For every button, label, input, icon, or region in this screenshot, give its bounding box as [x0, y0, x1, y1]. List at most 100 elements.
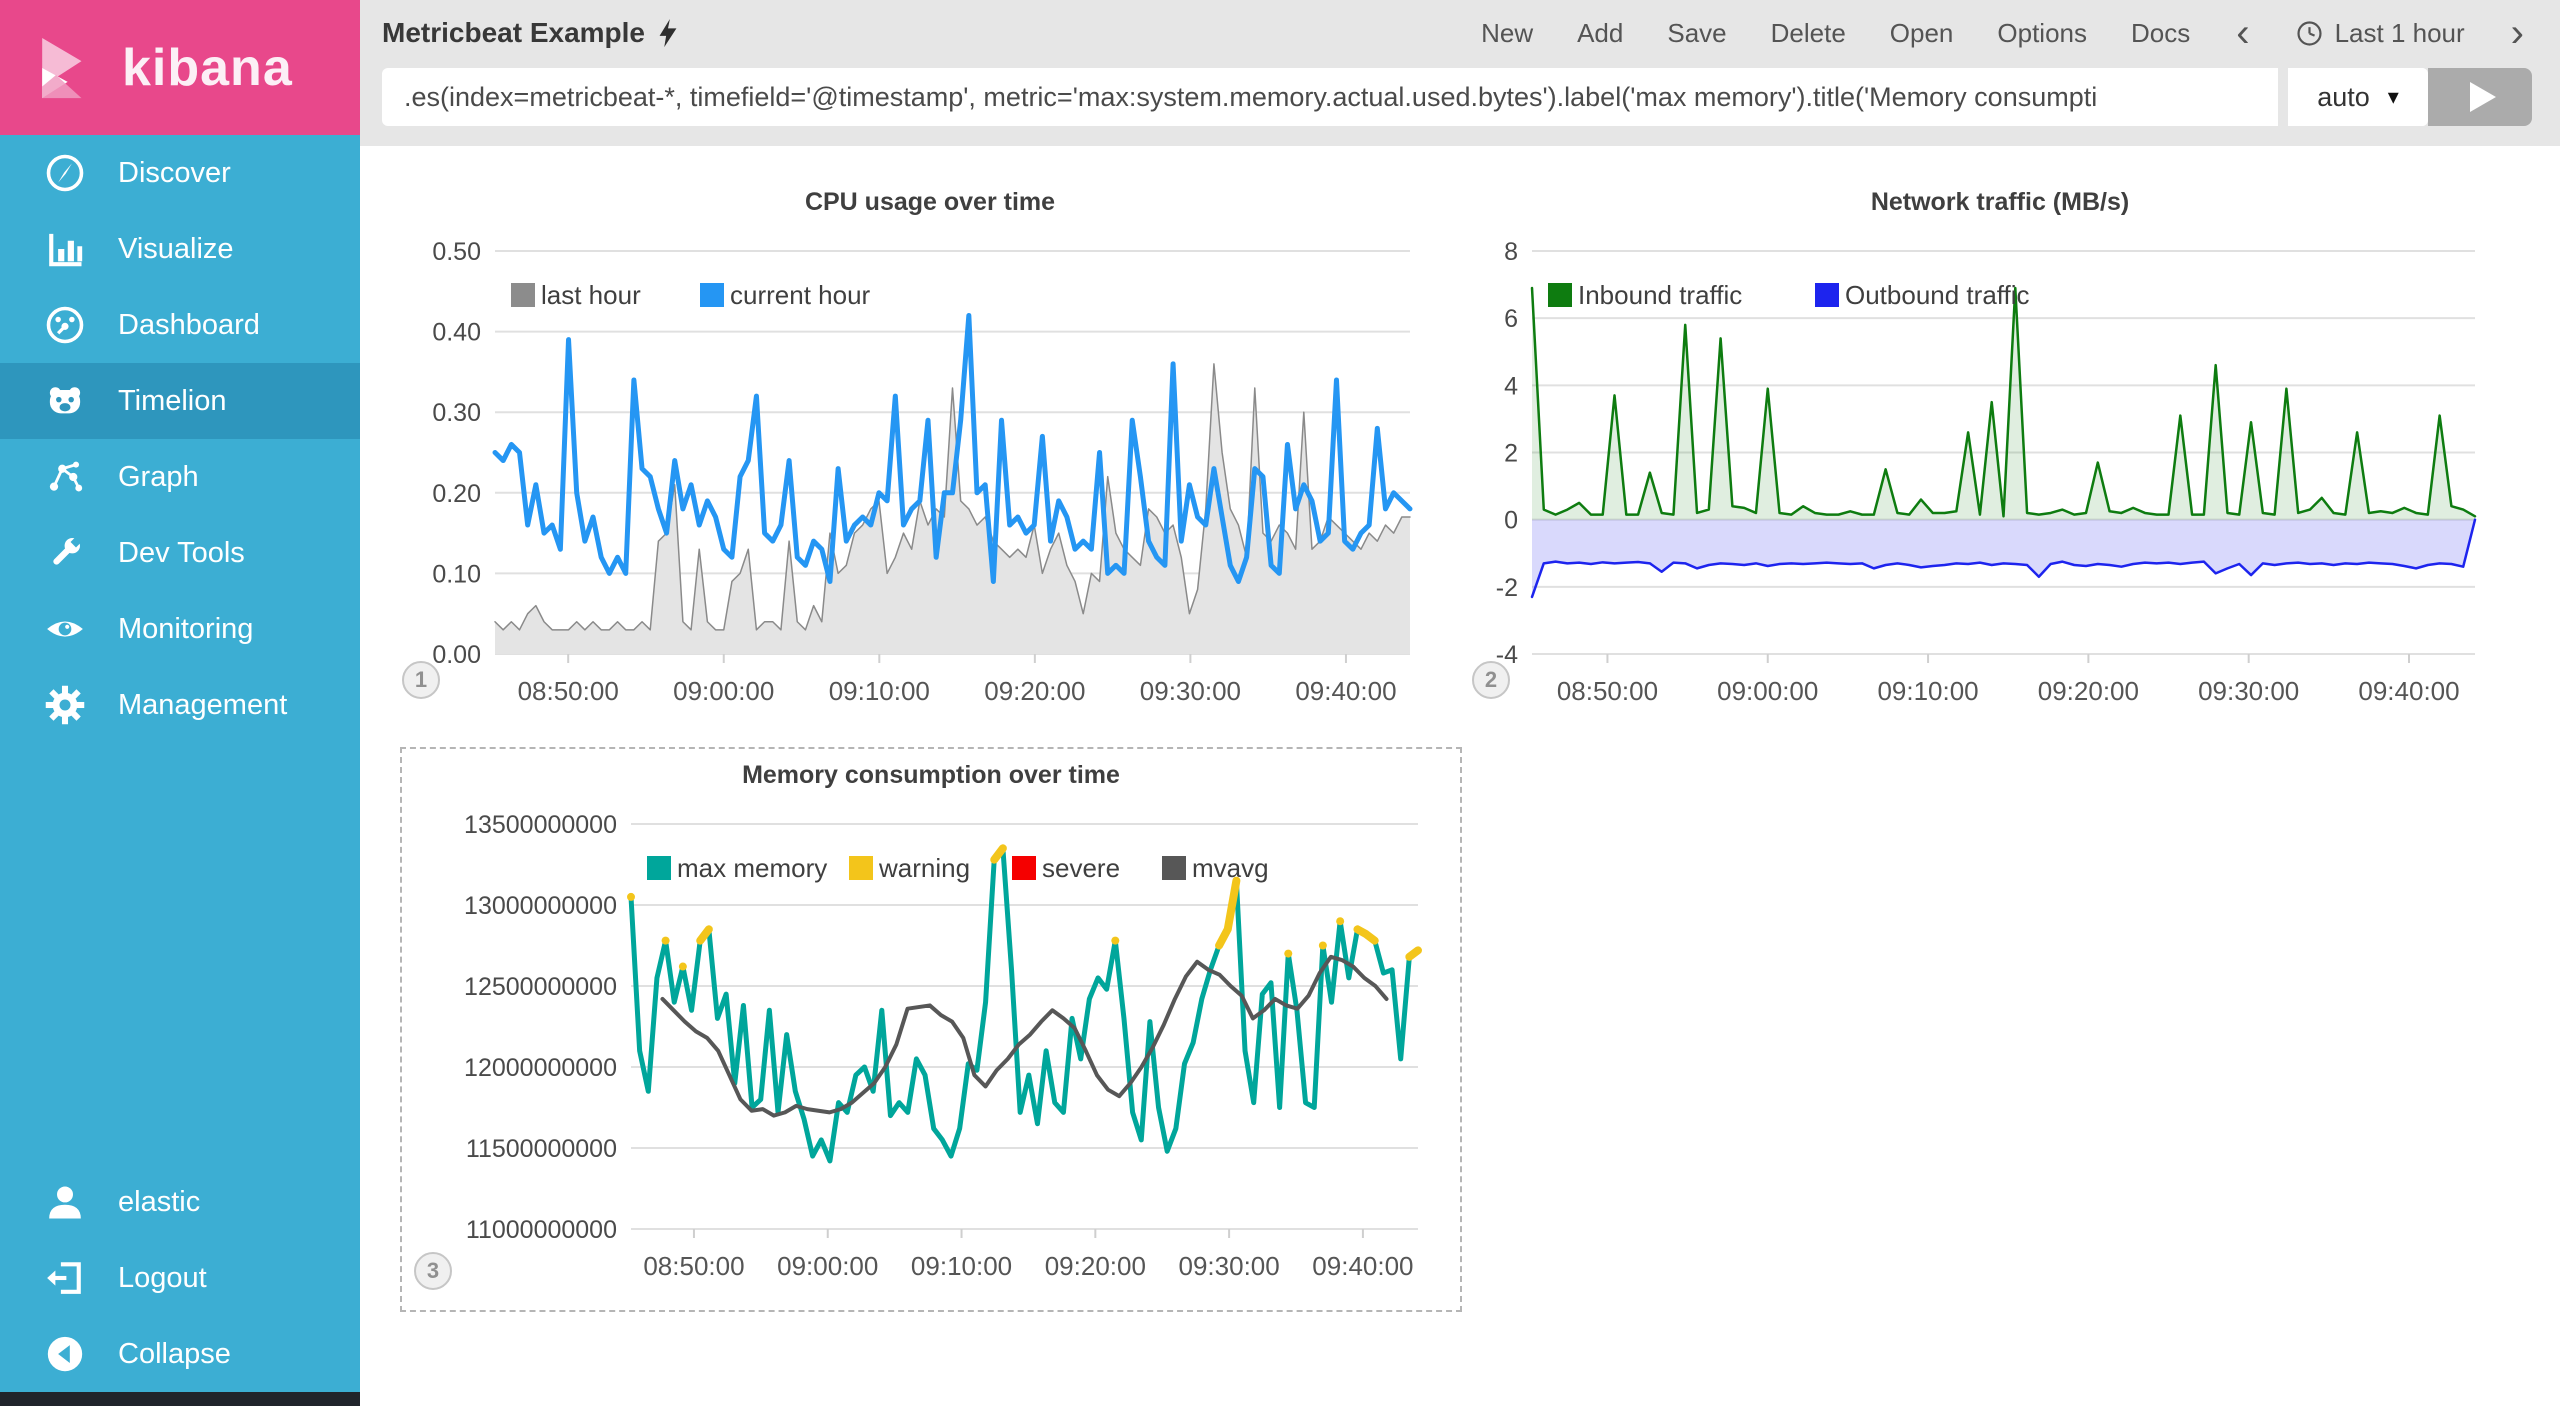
save-button[interactable]: Save — [1667, 17, 1727, 48]
svg-text:current hour: current hour — [730, 280, 871, 310]
cpu-chart-panel[interactable]: CPU usage over time 0.00 0.10 0.20 0.30 0.40… — [400, 188, 1460, 721]
options-button[interactable]: Options — [1997, 17, 2087, 48]
query-bar: auto ▾ — [360, 66, 2560, 146]
sidebar-item-label: Visualize — [118, 232, 234, 265]
gear-icon — [42, 682, 88, 728]
svg-text:09:00:00: 09:00:00 — [1717, 676, 1818, 706]
sidebar-item-dashboard[interactable]: Dashboard — [0, 287, 360, 363]
svg-text:09:10:00: 09:10:00 — [1877, 676, 1978, 706]
eye-icon — [42, 606, 88, 652]
sidebar-item-collapse[interactable]: Collapse — [0, 1316, 360, 1392]
svg-text:11500000000: 11500000000 — [466, 1135, 617, 1163]
kibana-logo[interactable]: kibana — [0, 0, 360, 135]
cpu-chart[interactable]: 0.00 0.10 0.20 0.30 0.40 0.50 08:50:00 09:00:00… — [400, 226, 1460, 716]
delete-button[interactable]: Delete — [1770, 17, 1846, 48]
time-picker[interactable]: Last 1 hour — [2296, 18, 2465, 49]
main-area: Metricbeat Example New Add Save Delete O… — [360, 0, 2560, 1406]
top-navbar: Metricbeat Example New Add Save Delete O… — [360, 0, 2560, 66]
svg-text:09:40:00: 09:40:00 — [2358, 676, 2459, 706]
sidebar-item-label: Monitoring — [118, 612, 254, 645]
sheet-title-text: Metricbeat Example — [382, 17, 645, 48]
svg-text:09:40:00: 09:40:00 — [1295, 676, 1396, 706]
caret-down-icon: ▾ — [2387, 84, 2399, 109]
sidebar-spacer — [0, 743, 360, 1164]
sidebar-item-label: Dev Tools — [118, 536, 245, 569]
svg-text:6: 6 — [1504, 305, 1518, 333]
sidebar-item-graph[interactable]: Graph — [0, 439, 360, 515]
bar-chart-icon — [42, 226, 88, 272]
svg-text:0.20: 0.20 — [432, 480, 481, 508]
docs-button[interactable]: Docs — [2131, 17, 2191, 48]
svg-text:0: 0 — [1504, 507, 1518, 535]
sidebar-item-discover[interactable]: Discover — [0, 135, 360, 211]
network-chart[interactable]: -4 -2 0 2 4 6 8 08:50:00 09:00:00 09:10:00 09:20:0… — [1470, 226, 2530, 716]
svg-text:08:50:00: 08:50:00 — [1557, 676, 1658, 706]
sidebar-item-dev-tools[interactable]: Dev Tools — [0, 515, 360, 591]
lightning-bolt-icon — [659, 18, 677, 48]
clock-icon — [2297, 20, 2322, 46]
svg-text:2: 2 — [1504, 440, 1518, 468]
svg-text:12000000000: 12000000000 — [464, 1054, 617, 1082]
collapse-circle-icon — [42, 1331, 88, 1377]
sidebar-item-timelion[interactable]: Timelion — [0, 363, 360, 439]
svg-text:4: 4 — [1504, 372, 1518, 400]
svg-text:09:00:00: 09:00:00 — [777, 1251, 878, 1281]
svg-text:0.30: 0.30 — [432, 399, 481, 427]
sidebar-item-label: Collapse — [118, 1337, 231, 1370]
logo-text: kibana — [122, 38, 293, 97]
sidebar-item-label: elastic — [118, 1185, 201, 1218]
run-query-button[interactable] — [2428, 68, 2532, 126]
panel-number-badge: 3 — [414, 1252, 452, 1290]
sidebar-item-user-elastic[interactable]: elastic — [0, 1164, 360, 1240]
time-range-label: Last 1 hour — [2334, 17, 2465, 48]
sidebar-bottom-strip — [0, 1392, 360, 1406]
sidebar-item-management[interactable]: Management — [0, 667, 360, 743]
svg-text:09:10:00: 09:10:00 — [829, 676, 930, 706]
svg-text:max memory: max memory — [677, 853, 827, 883]
memory-chart[interactable]: 11000000000 11500000000 12000000000 1250000… — [416, 799, 1446, 1299]
sidebar-item-logout[interactable]: Logout — [0, 1240, 360, 1316]
lion-icon — [42, 378, 88, 424]
svg-text:last hour: last hour — [541, 280, 641, 310]
svg-text:11000000000: 11000000000 — [466, 1216, 617, 1244]
svg-text:Outbound traffic: Outbound traffic — [1845, 280, 2030, 310]
panel-number-badge: 2 — [1472, 661, 1510, 699]
compass-icon — [42, 150, 88, 196]
chevron-right-icon[interactable]: › — [2510, 11, 2524, 55]
sidebar-item-label: Graph — [118, 460, 199, 493]
open-button[interactable]: Open — [1889, 17, 1954, 48]
charts-content: CPU usage over time 0.00 0.10 0.20 0.30 0.40… — [360, 146, 2560, 1406]
svg-text:08:50:00: 08:50:00 — [643, 1251, 744, 1281]
add-button[interactable]: Add — [1577, 17, 1624, 48]
interval-select[interactable]: auto ▾ — [2278, 68, 2428, 126]
svg-text:0.40: 0.40 — [432, 319, 481, 347]
timelion-query-input[interactable] — [382, 68, 2278, 126]
chevron-left-icon[interactable]: ‹ — [2236, 11, 2250, 55]
sidebar-bottom-nav: elastic Logout Collapse — [0, 1164, 360, 1392]
sidebar-item-monitoring[interactable]: Monitoring — [0, 591, 360, 667]
svg-text:09:20:00: 09:20:00 — [2038, 676, 2139, 706]
svg-text:12500000000: 12500000000 — [464, 973, 617, 1001]
svg-text:severe: severe — [1042, 853, 1120, 883]
svg-text:13000000000: 13000000000 — [464, 892, 617, 920]
svg-text:08:50:00: 08:50:00 — [518, 676, 619, 706]
sidebar-item-label: Discover — [118, 156, 231, 189]
svg-text:-2: -2 — [1496, 574, 1518, 602]
chart-title: Network traffic (MB/s) — [1870, 188, 2130, 216]
kibana-logo-icon — [42, 37, 82, 98]
svg-text:mvavg: mvavg — [1192, 853, 1269, 883]
logout-icon — [42, 1255, 88, 1301]
memory-chart-panel-selected[interactable]: Memory consumption over time 11000000000… — [400, 747, 1462, 1312]
svg-text:09:30:00: 09:30:00 — [1140, 676, 1241, 706]
svg-text:0.50: 0.50 — [432, 238, 481, 266]
new-button[interactable]: New — [1481, 17, 1534, 48]
network-chart-panel[interactable]: Network traffic (MB/s) -4 -2 0 2 4 6 8 08:50:00… — [1470, 188, 2530, 721]
topbar-menu: New Add Save Delete Open Options Docs ‹ … — [1481, 13, 2526, 53]
gauge-icon — [42, 302, 88, 348]
svg-text:8: 8 — [1504, 238, 1518, 266]
user-icon — [42, 1179, 88, 1225]
svg-text:09:10:00: 09:10:00 — [911, 1251, 1012, 1281]
svg-text:09:40:00: 09:40:00 — [1312, 1251, 1413, 1281]
sidebar-item-visualize[interactable]: Visualize — [0, 211, 360, 287]
